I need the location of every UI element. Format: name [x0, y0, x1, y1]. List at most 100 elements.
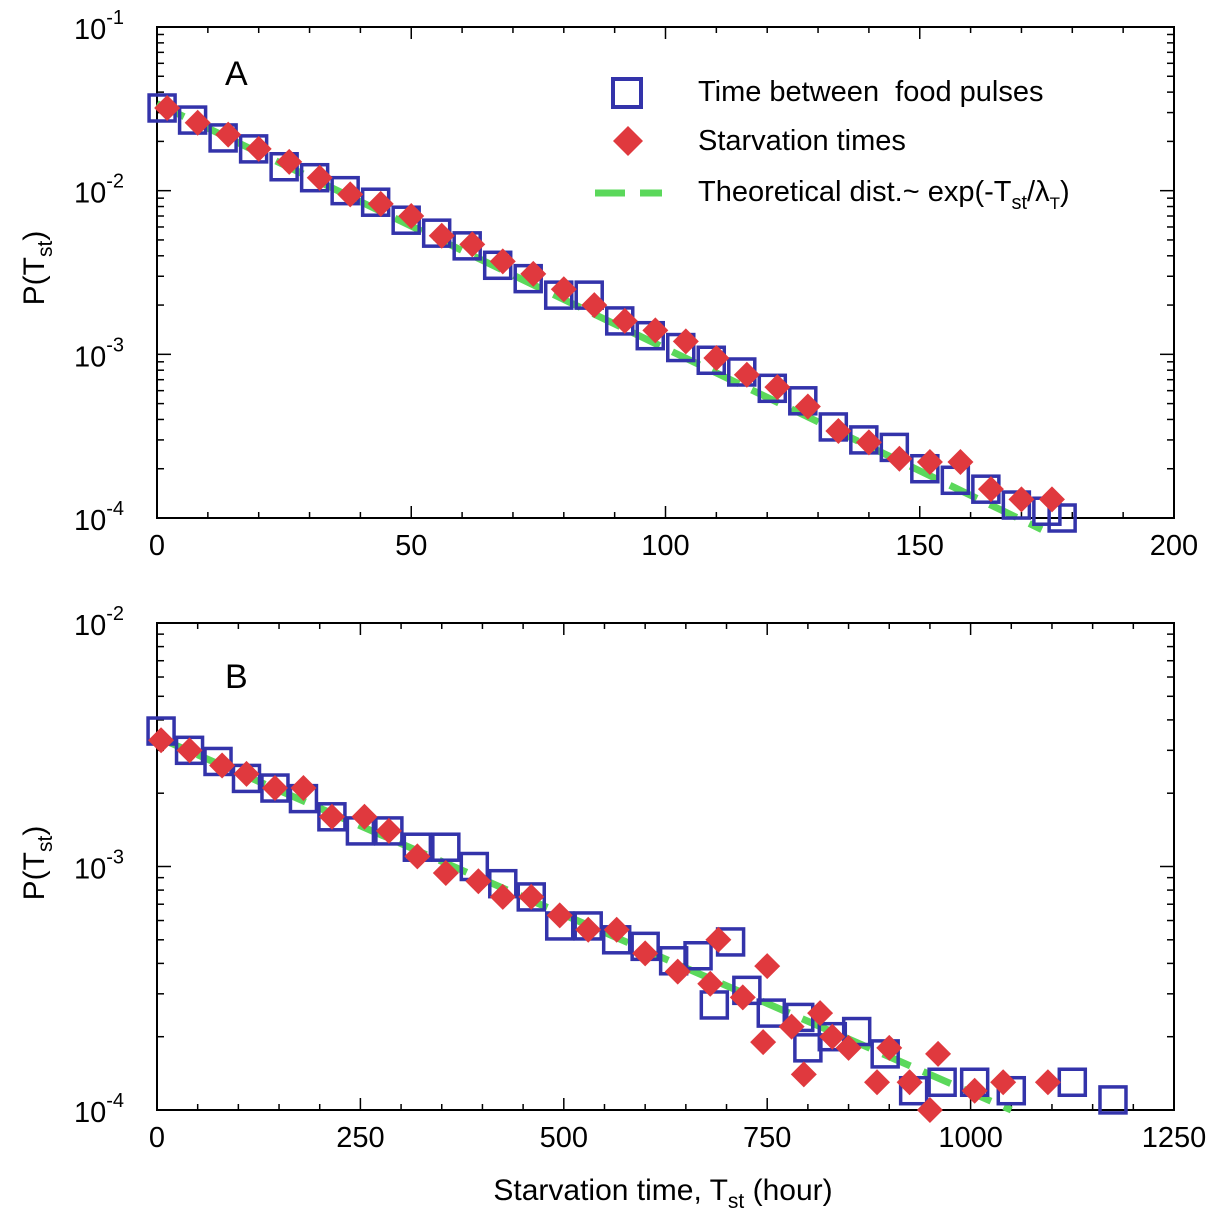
legend-label-starvation: Starvation times	[698, 125, 906, 157]
diamond-point	[1008, 486, 1035, 513]
diamond-point	[925, 1040, 952, 1067]
diamond-point	[672, 328, 699, 355]
square-point	[1098, 1085, 1128, 1115]
diamond-point	[977, 476, 1004, 503]
diamond-point	[233, 760, 260, 787]
diamond-point	[154, 94, 181, 121]
diamond-point	[520, 260, 547, 287]
diamond-point	[764, 374, 791, 401]
diamond-point	[245, 135, 272, 162]
square-point	[927, 1067, 957, 1098]
diamond-point	[703, 344, 730, 371]
square-point	[699, 990, 730, 1020]
y-tick-label: 10-2	[74, 603, 124, 642]
square-point	[683, 941, 713, 971]
diamond-point	[1034, 1069, 1061, 1096]
x-tick-label: 50	[395, 530, 427, 562]
diamond-point	[1038, 486, 1065, 513]
square-point	[431, 832, 461, 862]
diamond-point	[518, 883, 545, 910]
legend-label-theory: Theoretical dist.~ exp(-Tst/λT)	[698, 176, 1070, 214]
legend: Time between food pulses Starvation time…	[595, 76, 1070, 214]
x-tick-label: 100	[641, 530, 689, 562]
diamond-point	[778, 1013, 805, 1040]
square-point	[1057, 1067, 1088, 1098]
diamond-point	[733, 361, 760, 388]
diamond-point	[215, 121, 242, 148]
diamond-point	[209, 752, 236, 779]
diamond-point	[318, 803, 345, 830]
square-point	[1047, 503, 1077, 533]
legend-diamond-marker	[613, 126, 643, 156]
y-tick-label: 10-1	[74, 7, 124, 46]
diamond-point	[790, 1061, 817, 1088]
diamond-point	[367, 190, 394, 217]
y-axis-label-a: P(Tst)	[18, 231, 57, 306]
diamond-point	[990, 1069, 1017, 1096]
diamond-point	[575, 916, 602, 943]
square-point	[756, 998, 787, 1028]
diamond-point	[642, 317, 669, 344]
diamond-point	[819, 1023, 846, 1050]
legend-label-food-pulses: Time between food pulses	[698, 76, 1044, 108]
x-tick-label: 150	[896, 530, 944, 562]
y-tick-label: 10-4	[74, 498, 124, 537]
diamond-point	[750, 1029, 777, 1056]
diamond-point	[465, 868, 492, 895]
diamond-point	[603, 916, 630, 943]
diamond-point	[581, 292, 608, 319]
diamond-point	[398, 203, 425, 230]
x-tick-label: 0	[149, 1122, 165, 1154]
y-axis-label-b: P(Tst)	[18, 826, 57, 901]
diamond-point	[550, 276, 577, 303]
x-axis-label: Starvation time, Tst (hour)	[493, 1174, 832, 1213]
x-tick-label: 750	[743, 1122, 791, 1154]
diamond-point	[176, 737, 203, 764]
diamond-point	[886, 445, 913, 472]
diamond-point	[697, 970, 724, 997]
x-tick-label: 1250	[1142, 1122, 1207, 1154]
panel-b: 0 250 500 750 1000 1250 10-4 10-3 10-2	[74, 603, 1206, 1154]
diamond-point	[916, 1097, 943, 1123]
diamond-point	[459, 231, 486, 258]
diamond-point	[855, 429, 882, 456]
diamond-point	[184, 109, 211, 136]
diamond-point	[754, 953, 781, 980]
x-tick-label: 200	[1150, 530, 1198, 562]
panel-label-b: B	[225, 658, 248, 696]
diamond-point	[807, 1000, 834, 1027]
diamond-point	[306, 164, 333, 191]
diamond-point	[632, 940, 659, 967]
diamond-point	[276, 148, 303, 175]
square-point	[793, 1033, 823, 1063]
diamond-point	[611, 307, 638, 334]
diamond-point	[864, 1069, 891, 1096]
diamond-point	[546, 902, 573, 929]
diamond-point	[404, 843, 431, 870]
x-tick-label: 1000	[938, 1122, 1003, 1154]
diamond-point	[664, 958, 691, 985]
diamond-point	[489, 883, 516, 910]
x-tick-label: 0	[149, 530, 165, 562]
diamond-point	[835, 1034, 862, 1061]
diamond-point	[794, 393, 821, 420]
plot-frame	[156, 622, 1175, 1111]
diamond-point	[489, 248, 516, 275]
diamond-point	[705, 926, 732, 953]
y-tick-label: 10-3	[74, 847, 124, 886]
diamond-point	[351, 803, 378, 830]
diamond-point	[432, 860, 459, 887]
diamond-point	[290, 775, 317, 802]
legend-square-marker	[611, 77, 643, 109]
diamond-point	[825, 418, 852, 445]
diamond-point	[916, 448, 943, 475]
diamond-point	[428, 222, 455, 249]
diamond-point	[337, 181, 364, 208]
diamond-point	[729, 984, 756, 1011]
y-tick-label: 10-3	[74, 334, 124, 373]
diamond-point	[375, 817, 402, 844]
y-tick-label: 10-2	[74, 171, 124, 210]
x-tick-label: 500	[540, 1122, 588, 1154]
diamond-point	[148, 727, 175, 754]
